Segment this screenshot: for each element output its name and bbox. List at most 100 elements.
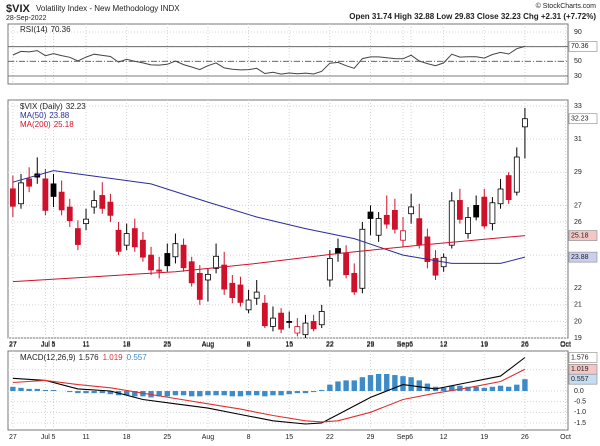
x-tick-label: 18: [123, 341, 131, 348]
x-tick-label: 22: [326, 434, 334, 441]
x-tick-label: 6: [409, 341, 413, 348]
candle-body: [205, 273, 211, 281]
ma200-legend: MA(200) 25.18: [20, 120, 74, 129]
candle-body: [221, 264, 228, 290]
candle-body: [294, 326, 301, 334]
x-tick-label: 5: [52, 434, 56, 441]
histogram-bar: [302, 391, 309, 394]
x-tick-label: 19: [480, 434, 488, 441]
candle-body: [229, 282, 236, 298]
x-tick-label: 19: [480, 341, 488, 348]
histogram-bar: [351, 380, 357, 392]
x-tick-label: Aug: [202, 341, 215, 348]
candle-body: [465, 217, 471, 234]
histogram-bar: [375, 373, 382, 392]
histogram-bar: [10, 386, 16, 392]
x-tick-label: 18: [123, 342, 131, 349]
last-value-box: [568, 373, 598, 385]
last-value-box: [568, 352, 598, 363]
y-tick-label: 50: [574, 58, 582, 65]
x-tick-label: 12: [440, 434, 448, 441]
source: © StockCharts.com: [536, 2, 597, 10]
histogram-bar: [262, 391, 268, 397]
x-tick-label: 15: [285, 434, 293, 441]
x-tick-label: 12: [440, 342, 448, 349]
line-series: [12, 357, 526, 425]
x-tick-label: 29: [367, 341, 375, 348]
histogram-bar: [42, 389, 49, 392]
histogram-bar: [197, 391, 203, 397]
candle-body: [156, 269, 163, 272]
last-value-label: 1.019: [571, 366, 589, 373]
x-tick-label: 29: [367, 342, 375, 349]
line-series: [12, 235, 525, 283]
line-series: [12, 45, 526, 75]
x-tick-label: 5: [52, 341, 56, 348]
candle-body: [164, 253, 171, 267]
candle-body: [432, 258, 439, 276]
legend-name: MA(200): [20, 120, 51, 129]
x-tick-label: Oct: [560, 341, 571, 348]
legend-value: 23.88: [49, 111, 70, 120]
histogram-bar: [213, 391, 219, 396]
histogram-bar: [319, 389, 325, 392]
histogram-bar: [294, 391, 301, 394]
histogram-bar: [229, 391, 236, 397]
histogram-bar: [91, 391, 97, 394]
histogram-bar: [489, 386, 496, 392]
x-tick-label: Jul: [41, 434, 50, 441]
candle-body: [343, 253, 350, 276]
last-value-label: 32.23: [571, 116, 589, 123]
candle-body: [497, 188, 504, 205]
histogram-bar: [83, 391, 89, 394]
histogram-bar: [286, 391, 292, 395]
candle-body: [9, 188, 16, 207]
candle-body: [91, 200, 98, 208]
x-tick-label: Sep: [397, 342, 410, 349]
candle-body: [481, 196, 488, 227]
x-tick-label: 6: [409, 342, 413, 349]
x-tick-label: 8: [247, 434, 251, 441]
line-series: [12, 368, 526, 423]
candle-body: [489, 202, 496, 225]
legend-value: 1.576: [79, 353, 100, 362]
y-tick-label: -1.0: [574, 409, 586, 416]
x-tick-label: Aug: [202, 434, 215, 441]
x-tick-label: 6: [409, 434, 413, 441]
x-tick-label: 25: [163, 434, 171, 441]
histogram-bar: [180, 391, 187, 396]
macd-legend: MACD(12,26,9) 1.576 1.019 0.557: [20, 353, 147, 362]
histogram-bar: [359, 377, 366, 392]
x-tick-label: 27: [9, 341, 17, 348]
x-tick-label: 27: [9, 434, 17, 441]
candle-body: [99, 195, 106, 209]
legend-value: 32.23: [66, 102, 87, 111]
candle-body: [513, 156, 520, 193]
x-tick-label: 18: [123, 434, 131, 441]
candle-body: [367, 211, 374, 219]
legend-value: 70.36: [51, 25, 72, 34]
last-value-label: 0.557: [571, 376, 589, 383]
histogram-bar: [497, 385, 504, 392]
histogram-bar: [156, 391, 162, 397]
line-series: [12, 170, 526, 264]
x-tick-label: 19: [480, 342, 488, 349]
candle-body: [424, 236, 431, 262]
price-legend: $VIX (Daily) 32.23: [20, 102, 86, 111]
y-tick-label: 31: [574, 136, 582, 143]
candle-body: [383, 214, 390, 225]
candle-body: [400, 230, 406, 241]
histogram-bar: [408, 377, 414, 392]
histogram-bar: [335, 381, 341, 392]
x-tick-label: 25: [163, 342, 171, 349]
candle-body: [42, 178, 49, 211]
candle-body: [318, 311, 325, 326]
x-tick-label: 27: [9, 342, 17, 349]
histogram-bar: [188, 391, 195, 397]
histogram-bar: [514, 384, 520, 392]
histogram-bar: [327, 384, 333, 392]
candle-body: [172, 243, 179, 258]
histogram-bar: [123, 391, 130, 396]
histogram-bar: [367, 375, 374, 392]
